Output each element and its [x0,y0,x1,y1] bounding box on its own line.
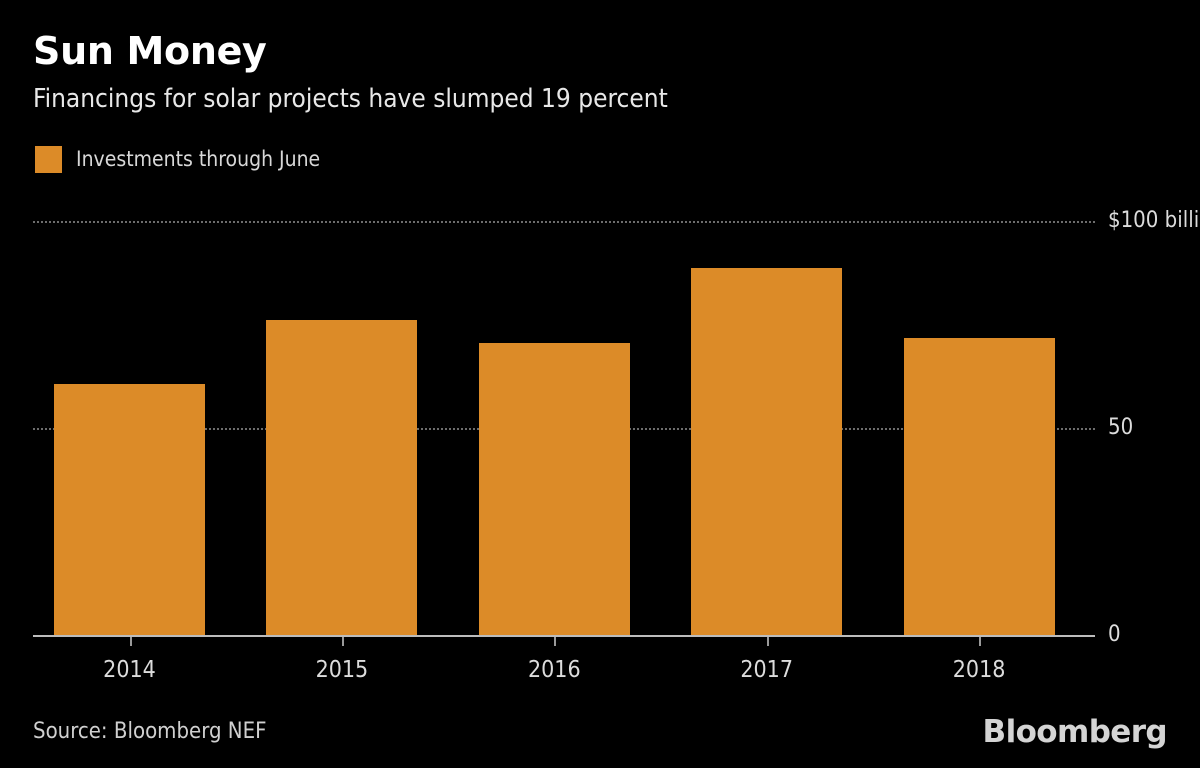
chart-header: Sun Money Financings for solar projects … [33,28,1163,116]
legend-item-label: Investments through June [76,147,321,171]
x-tick-label-2014: 2014 [103,657,156,683]
y-tick-label-100: $100 billion [1108,208,1200,233]
x-tick-2016 [554,637,557,646]
bar-2018 [903,338,1055,635]
plot-area [33,221,1095,646]
x-tick-label-2016: 2016 [527,657,581,683]
x-tick-label-2015: 2015 [315,657,369,683]
bar-2017 [691,268,843,635]
bar-2016 [478,343,630,635]
x-tick-2017 [766,637,769,646]
legend-swatch-icon [35,146,62,173]
x-tick-2014 [129,637,132,646]
chart-legend: Investments through June [35,146,320,173]
x-axis-line [33,635,1095,637]
x-tick-2015 [341,637,344,646]
x-tick-label-2018: 2018 [952,657,1006,683]
x-tick-label-2017: 2017 [740,657,794,683]
x-tick-2018 [979,637,982,646]
gridline-100 [33,221,1095,223]
y-tick-label-0: 0 [1108,622,1121,647]
page-title: Sun Money [33,29,267,73]
y-tick-label-50: 50 [1108,415,1134,440]
x-axis-ticks [33,637,1095,647]
bloomberg-logo: Bloomberg [982,714,1168,750]
source-note: Source: Bloomberg NEF [33,719,267,744]
bar-series [33,221,1095,635]
bar-2014 [54,384,205,635]
chart-subtitle: Financings for solar projects have slump… [33,84,668,114]
bar-2015 [266,320,418,635]
x-axis-labels: 2014 2015 2016 2017 2018 [33,655,1095,689]
